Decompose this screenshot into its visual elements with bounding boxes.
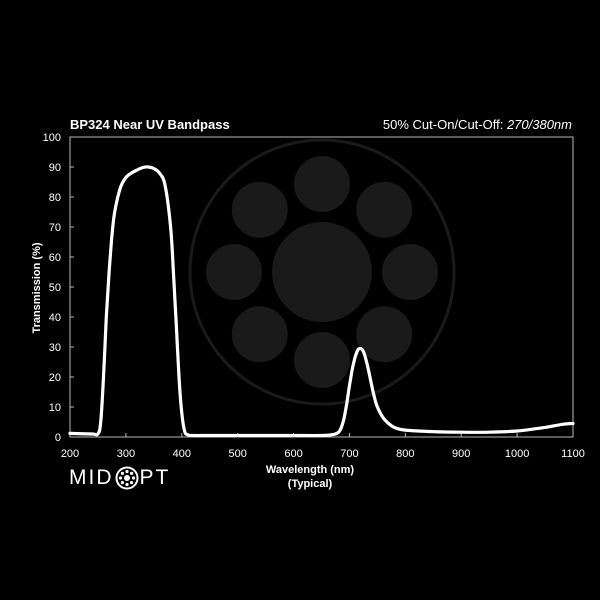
lens-o-icon xyxy=(115,466,138,490)
y-tick-label: 60 xyxy=(49,252,61,264)
x-tick-label: 700 xyxy=(340,448,358,460)
y-tick-label: 90 xyxy=(49,162,61,174)
logo-text-left: MID xyxy=(69,466,114,489)
chart-title: BP324 Near UV Bandpass xyxy=(70,117,230,132)
x-axis-label: Wavelength (nm) (Typical) xyxy=(250,463,370,491)
x-axis-title: Wavelength (nm) xyxy=(265,464,355,476)
y-tick-label: 50 xyxy=(49,282,61,294)
chart-subtitle: 50% Cut-On/Cut-Off: 270/380nm xyxy=(383,117,572,132)
y-tick-label: 40 xyxy=(49,312,61,324)
x-tick-label: 1100 xyxy=(561,448,585,460)
y-tick-label: 70 xyxy=(49,222,61,234)
logo-text-right: PT xyxy=(139,466,171,489)
x-tick-label: 800 xyxy=(396,448,414,460)
y-axis-label: Transmission (%) xyxy=(31,242,43,334)
y-tick-label: 100 xyxy=(43,132,61,144)
transmission-curve xyxy=(68,165,575,438)
y-tick-label: 20 xyxy=(49,372,61,384)
midopt-watermark-icon xyxy=(188,138,456,406)
x-tick-label: 500 xyxy=(228,448,246,460)
x-axis-note: (Typical) xyxy=(287,478,333,490)
x-tick-label: 300 xyxy=(117,448,135,460)
x-tick-label: 200 xyxy=(61,448,79,460)
y-tick-label: 0 xyxy=(55,432,61,444)
y-tick-label: 80 xyxy=(49,192,61,204)
x-tick-label: 900 xyxy=(452,448,470,460)
y-tick-label: 10 xyxy=(49,402,61,414)
x-tick-label: 600 xyxy=(284,448,302,460)
cut-on-off-value: 270/380nm xyxy=(506,117,572,132)
x-tick-label: 400 xyxy=(173,448,191,460)
midopt-logo: MID PT xyxy=(69,466,170,490)
y-tick-label: 30 xyxy=(49,342,61,354)
axis-ticks: 200 300 400 500 600 700 800 900 1000 1100 0 10 20 30 4… xyxy=(43,132,585,460)
x-tick-label: 1000 xyxy=(505,448,529,460)
cut-on-off-label: 50% Cut-On/Cut-Off: xyxy=(382,117,507,132)
